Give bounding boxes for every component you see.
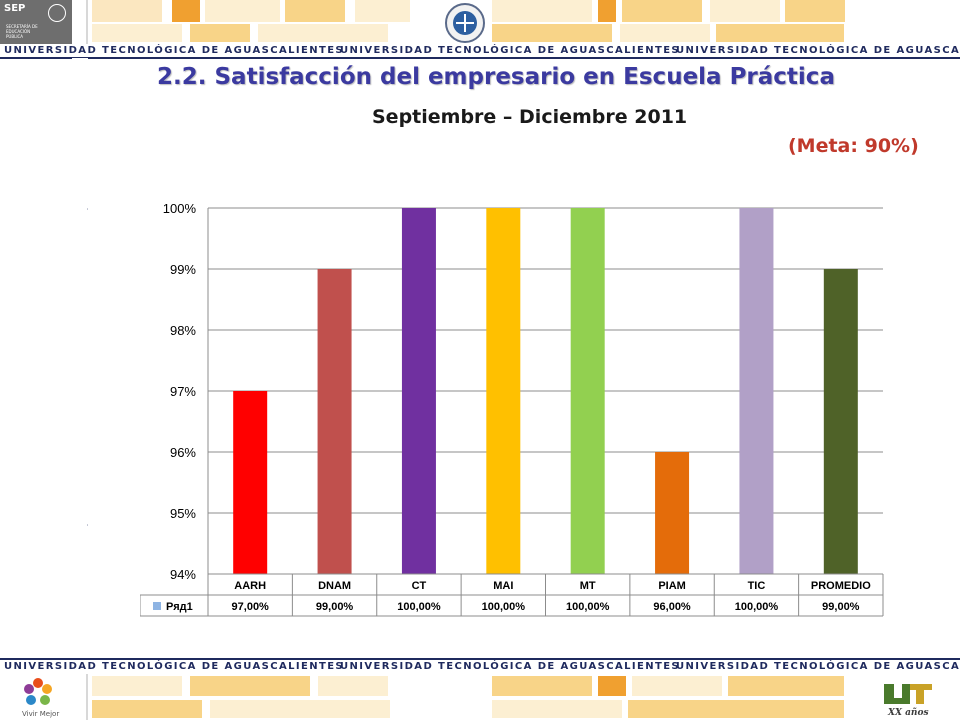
- vivir-mejor-logo-icon: [24, 678, 52, 705]
- y-tick-label: 98%: [170, 323, 196, 338]
- y-tick-label: 96%: [170, 445, 196, 460]
- data-label: 99,00%: [316, 601, 354, 613]
- data-label: 100,00%: [482, 601, 526, 613]
- banner-text: UNIVERSIDAD TECNOLÓGICA DE AGUASCALIENTE…: [4, 661, 345, 672]
- banner-divider: [0, 658, 960, 660]
- category-label: TIC: [748, 580, 766, 592]
- legend-swatch: [153, 602, 161, 610]
- period-subtitle: Septiembre – Diciembre 2011: [372, 106, 688, 128]
- category-label: PROMEDIO: [811, 580, 871, 592]
- category-label: PIAM: [658, 580, 686, 592]
- data-label: 99,00%: [822, 601, 860, 613]
- bar-chart: 94% 95% 96% 97% 98% 99% 100% AARH 97,00% DNAM 99,…: [140, 201, 884, 617]
- banner-text: UNIVERSIDAD TECNOLÓGICA DE AGUASCALIENTE…: [676, 661, 960, 672]
- bar-ct: [401, 208, 436, 574]
- category-label: MAI: [493, 580, 513, 592]
- y-tick-label: 94%: [170, 567, 196, 582]
- data-label: 100,00%: [566, 601, 610, 613]
- category-label: AARH: [234, 580, 266, 592]
- y-tick-label: 97%: [170, 384, 196, 399]
- data-label: 100,00%: [735, 601, 779, 613]
- banner-text: UNIVERSIDAD TECNOLÓGICA DE AGUASCALIENTE…: [340, 661, 681, 672]
- bar-aarh: [233, 391, 268, 574]
- category-label: MT: [580, 580, 596, 592]
- category-label: CT: [412, 580, 427, 592]
- bar-tic: [739, 208, 774, 574]
- data-label: 100,00%: [397, 601, 441, 613]
- banner-bottom: UNIVERSIDAD TECNOLÓGICA DE AGUASCALIENTE…: [0, 660, 960, 674]
- banner-divider: [0, 57, 960, 59]
- y-tick-label: 100%: [163, 201, 197, 216]
- vertical-banner: UNIVERSIDAD TECNOLÓGICA DE AGUASCALIENTE…: [72, 58, 88, 660]
- data-label: 96,00%: [653, 601, 691, 613]
- bar-mt: [570, 208, 605, 574]
- banner-text: UNIVERSIDAD TECNOLÓGICA DE AGUASCALIENTE…: [340, 45, 681, 56]
- top-header: SEP SECRETARÍA DE EDUCACIÓN PÚBLICA: [0, 0, 960, 44]
- sep-logo: SEP SECRETARÍA DE EDUCACIÓN PÚBLICA: [0, 0, 72, 44]
- legend-label: Ряд1: [166, 601, 193, 613]
- vivir-mejor-text: Vivir Mejor: [22, 710, 60, 718]
- banner-text: UNIVERSIDAD TECNOLÓGICA DE AGUASCALIENTE…: [676, 45, 960, 56]
- data-label: 97,00%: [232, 601, 270, 613]
- goal-label: (Meta: 90%): [788, 135, 919, 157]
- sep-logo-text: SEP: [4, 3, 26, 14]
- y-tick-label: 99%: [170, 262, 196, 277]
- bar-mai: [486, 208, 521, 574]
- bar-piam: [655, 452, 690, 574]
- anniversary-logo-icon: [884, 684, 932, 704]
- y-tick-label: 95%: [170, 506, 196, 521]
- category-label: DNAM: [318, 580, 351, 592]
- banner-text: UNIVERSIDAD TECNOLÓGICA DE AGUASCALIENTE…: [4, 45, 345, 56]
- university-seal-icon: [445, 3, 485, 43]
- bottom-footer: Vivir Mejor XX años: [0, 674, 960, 720]
- bar-dnam: [317, 269, 352, 574]
- page-title: 2.2. Satisfacción del empresario en Escu…: [157, 64, 835, 90]
- bar-promedio: [823, 269, 858, 574]
- mexico-seal-icon: [48, 4, 66, 22]
- banner-top: UNIVERSIDAD TECNOLÓGICA DE AGUASCALIENTE…: [0, 44, 960, 58]
- anniversary-logo-text: XX años: [888, 708, 929, 718]
- sep-logo-subtitle: SECRETARÍA DE EDUCACIÓN PÚBLICA: [6, 24, 38, 39]
